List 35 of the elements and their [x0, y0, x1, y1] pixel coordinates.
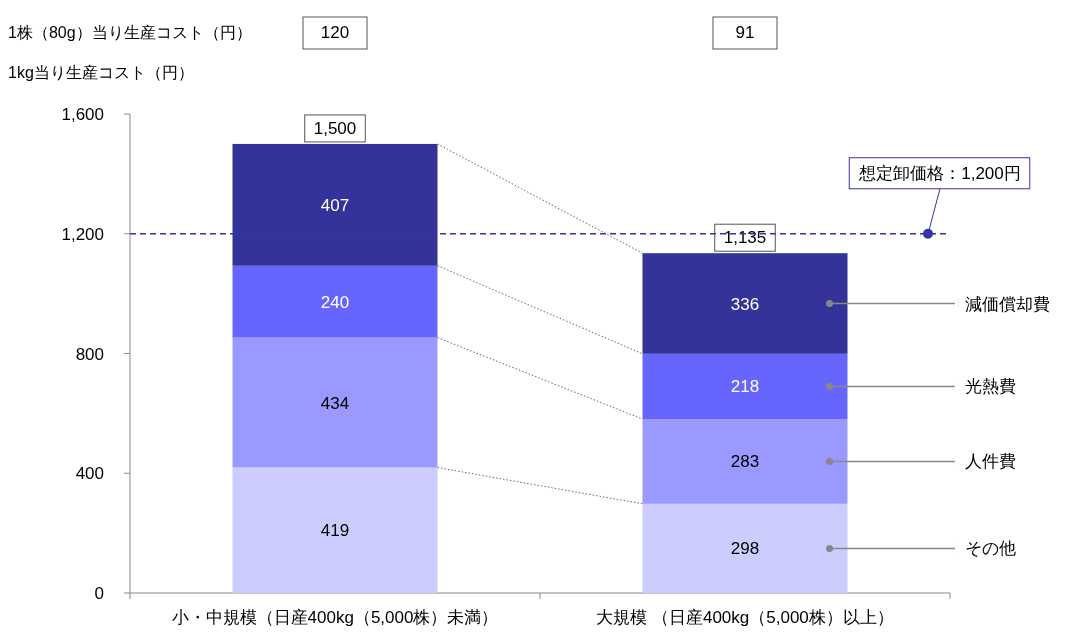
y-tick-label: 1,600 [61, 105, 104, 124]
legend-label: 光熱費 [965, 377, 1016, 397]
data-label: 240 [320, 292, 350, 312]
text: 1株（80g）当り生産コスト（円） [8, 24, 252, 41]
ref-label: 想定卸価格：1,200円 [848, 157, 1031, 239]
legend-label: 減価償却費 [965, 294, 1050, 314]
data-label: 298 [730, 539, 760, 559]
data-label: 419 [320, 521, 350, 541]
bar [232, 337, 438, 468]
total-label: 1,135 [723, 228, 767, 248]
data-label: 336 [730, 294, 760, 314]
y-axis-title: 1kg当り生産コスト（円） [8, 64, 194, 81]
y-tick-label: 0 [94, 584, 104, 603]
x-tick-label: 大規模 （日産400kg（5,000株）以上） [596, 608, 894, 627]
y-tick-label: 400 [75, 464, 104, 484]
total-label: 1,500 [313, 118, 357, 138]
data-label: 407 [320, 195, 350, 215]
data-label: 218 [730, 377, 760, 397]
bar [232, 143, 438, 266]
bar [642, 353, 848, 420]
ref-line-label: 想定卸価格：1,200円 [858, 163, 1021, 183]
text: その他 [965, 539, 1016, 559]
text: 91 [735, 23, 755, 42]
bar [232, 467, 438, 593]
data-label: 283 [730, 452, 760, 472]
text: 120 [320, 23, 350, 42]
y-tick-label: 1,200 [61, 224, 104, 244]
x-tick-label: 小・中規模（日産400kg（5,000株）未満） [171, 608, 499, 627]
bar [232, 265, 438, 338]
bar [642, 253, 848, 354]
y-tick-label: 800 [75, 344, 104, 364]
bar [642, 503, 848, 593]
legend-label: 人件費 [965, 452, 1016, 472]
bar [642, 419, 848, 504]
data-label: 434 [320, 393, 350, 413]
